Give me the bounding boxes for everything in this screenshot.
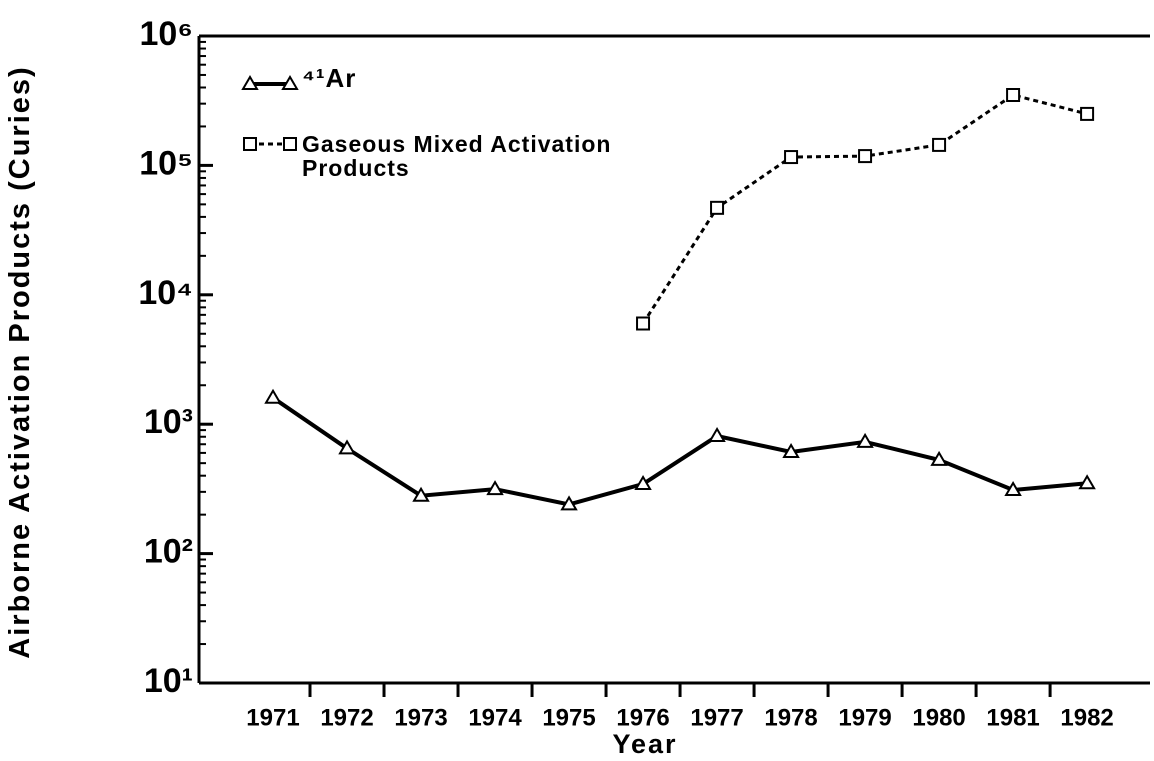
point-marker — [1006, 87, 1021, 102]
point-marker — [486, 480, 504, 496]
point-marker — [560, 495, 578, 511]
x-tick-label: 1972 — [320, 704, 373, 731]
y-tick-label: 10⁵ — [139, 144, 193, 182]
point-marker — [281, 75, 299, 90]
x-tick-label: 1978 — [764, 704, 817, 731]
point-marker — [243, 137, 257, 151]
point-marker — [710, 200, 725, 215]
point-marker — [858, 149, 873, 164]
point-marker — [1004, 481, 1022, 497]
x-tick-label: 1979 — [838, 704, 891, 731]
y-tick-label: 10⁶ — [140, 15, 193, 53]
x-tick-label: 1977 — [690, 704, 743, 731]
y-tick-label: 10³ — [144, 403, 193, 441]
point-marker — [1078, 474, 1096, 490]
point-marker — [782, 442, 800, 458]
y-axis-label: Airborne Activation Products (Curies) — [4, 65, 36, 659]
x-tick-label: 1976 — [616, 704, 669, 731]
point-marker — [708, 427, 726, 443]
x-tick-label: 1980 — [912, 704, 965, 731]
point-marker — [283, 137, 297, 151]
series-line — [641, 93, 1088, 325]
point-marker — [784, 150, 799, 165]
x-axis-label: Year — [612, 729, 678, 759]
point-marker — [241, 75, 259, 90]
x-tick-label: 1982 — [1060, 704, 1113, 731]
y-tick-label: 10⁴ — [138, 274, 193, 312]
y-tick-label: 10¹ — [144, 662, 193, 700]
point-marker — [634, 475, 652, 491]
legend-label: Gaseous Mixed Activation Products — [302, 131, 612, 181]
legend-label: ⁴¹Ar — [302, 63, 357, 93]
point-marker — [856, 432, 874, 448]
point-marker — [264, 388, 282, 404]
x-tick-label: 1975 — [542, 704, 595, 731]
y-tick-label: 10² — [144, 533, 193, 571]
point-marker — [412, 486, 430, 502]
x-tick-label: 1974 — [468, 704, 522, 731]
x-tick-label: 1981 — [986, 704, 1039, 731]
point-marker — [338, 439, 356, 455]
point-marker — [1080, 106, 1095, 121]
x-tick-label: 1973 — [394, 704, 447, 731]
point-marker — [932, 137, 947, 152]
series-line — [271, 396, 1088, 507]
point-marker — [636, 316, 651, 331]
point-marker — [930, 450, 948, 466]
x-tick-label: 1971 — [246, 704, 299, 731]
